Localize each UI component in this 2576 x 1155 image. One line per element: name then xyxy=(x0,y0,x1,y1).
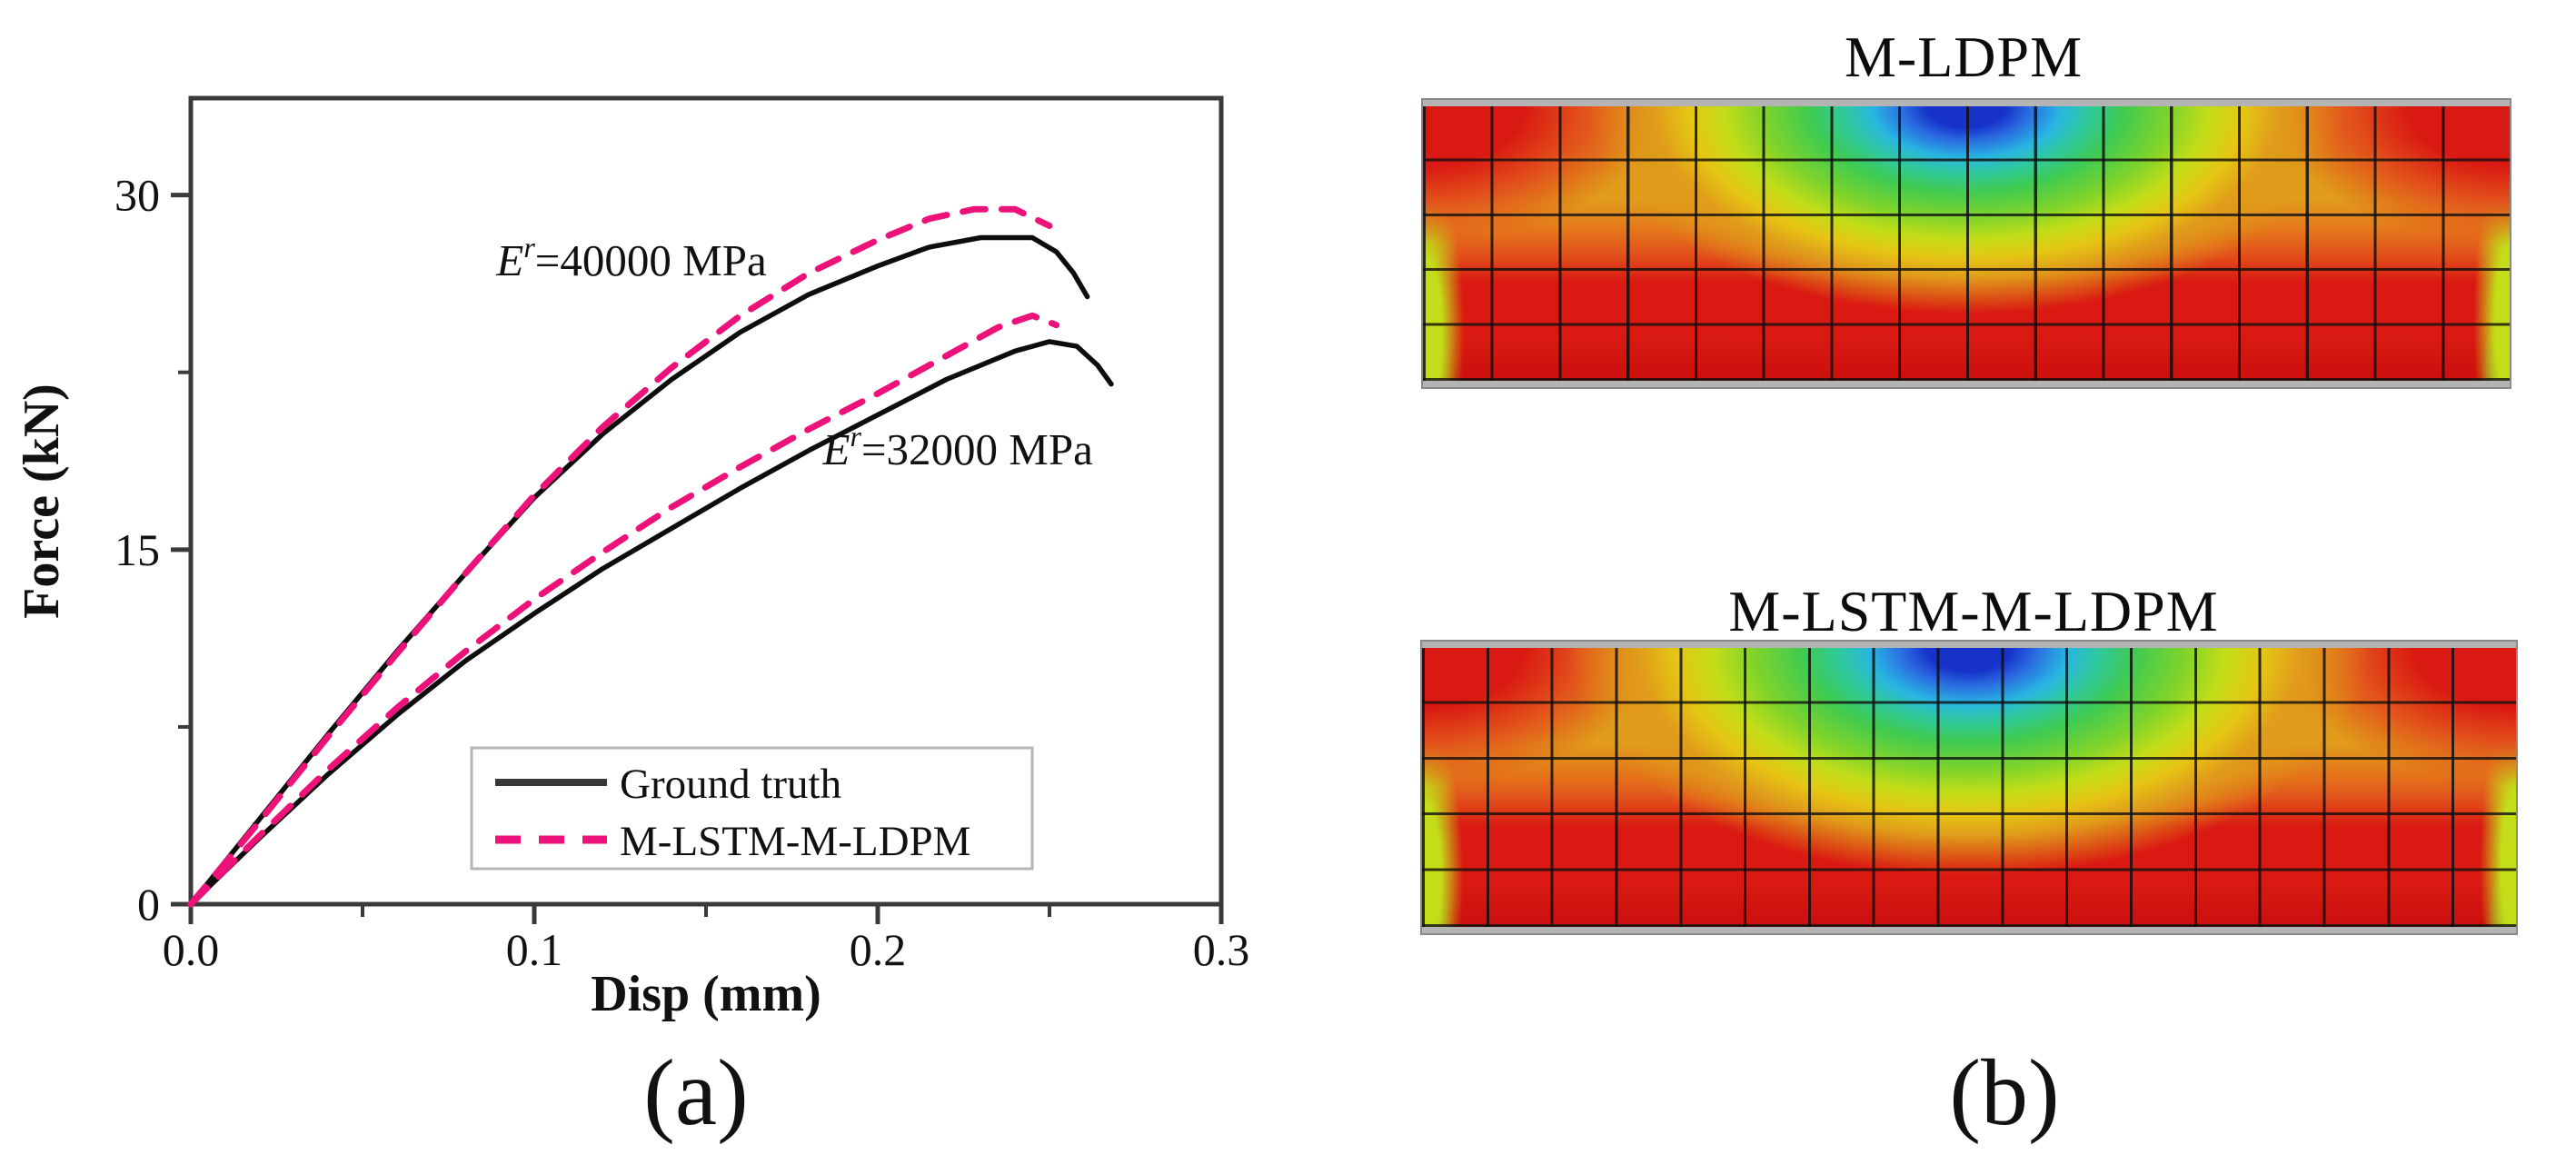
heatmap-2-title: M-LSTM-M-LDPM xyxy=(1728,579,2219,643)
curve-dashed xyxy=(187,312,1060,908)
legend-label: Ground truth xyxy=(620,761,841,808)
panel-a-label: (a) xyxy=(643,1040,748,1145)
x-tick-label: 0.1 xyxy=(506,924,563,975)
curve-annotation: Er=32000 MPa xyxy=(822,420,1094,474)
x-axis-label: Disp (mm) xyxy=(591,966,821,1022)
x-tick-label: 0.0 xyxy=(163,924,220,975)
legend-label: M-LSTM-M-LDPM xyxy=(620,818,970,865)
axes: 0.0 0.1 0.2 0.3 0 15 30 Disp (mm) Force (kN) xyxy=(14,95,1250,1022)
legend: Ground truth M-LSTM-M-LDPM xyxy=(470,746,1034,871)
panel-b-label: (b) xyxy=(1949,1040,2059,1145)
y-tick-label: 15 xyxy=(114,524,160,575)
curve-solid xyxy=(188,339,1114,907)
y-axis-label: Force (kN) xyxy=(14,383,70,619)
series-curves xyxy=(187,205,1114,908)
curve-dashed xyxy=(187,205,1053,908)
x-tick-label: 0.3 xyxy=(1193,924,1250,975)
curve-annotation: Er=40000 MPa xyxy=(495,231,767,285)
x-tick-label: 0.2 xyxy=(850,924,907,975)
annotations: Er=40000 MPa Er=32000 MPa xyxy=(495,231,1093,474)
heatmap-m-ldpm xyxy=(1421,98,2511,389)
y-tick-label: 30 xyxy=(114,170,160,221)
y-tick-label: 0 xyxy=(137,879,160,930)
heatmap-m-lstm-m-ldpm xyxy=(1420,640,2518,935)
heatmap-1-title: M-LDPM xyxy=(1844,25,2084,89)
